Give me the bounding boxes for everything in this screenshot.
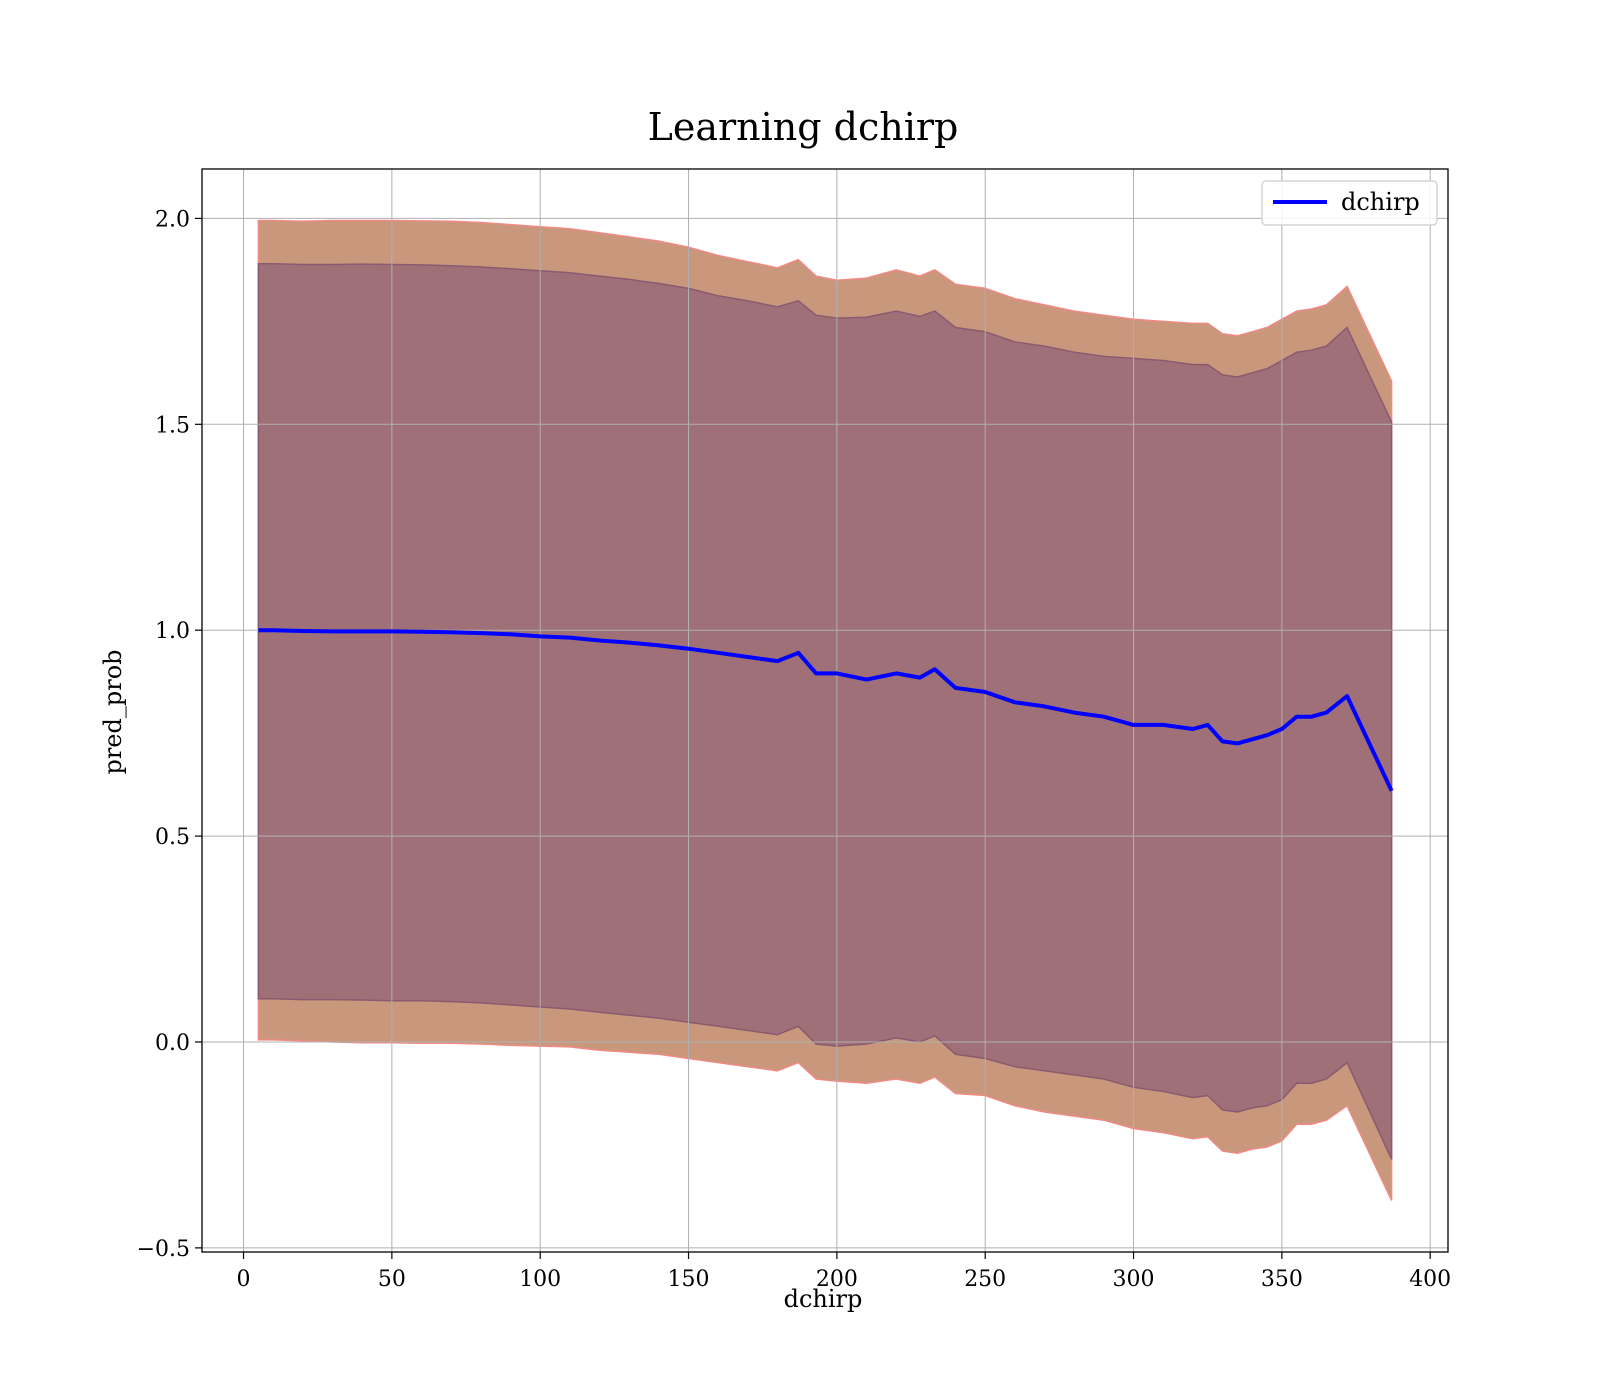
x-tick-label: 200 bbox=[816, 1267, 858, 1292]
x-tick-label: 100 bbox=[519, 1267, 561, 1292]
y-tick-label: 1.5 bbox=[155, 413, 190, 438]
x-tick-label: 150 bbox=[668, 1267, 710, 1292]
x-tick-label: 400 bbox=[1409, 1267, 1451, 1292]
y-tick-label: 2.0 bbox=[155, 207, 190, 232]
y-axis-label: pred_prob bbox=[99, 649, 127, 774]
x-tick-label: 300 bbox=[1113, 1267, 1155, 1292]
y-tick-label: 1.0 bbox=[155, 619, 190, 644]
legend: dchirp bbox=[1261, 180, 1438, 226]
x-tick-label: 350 bbox=[1261, 1267, 1303, 1292]
x-axis-label: dchirp bbox=[784, 1285, 863, 1313]
y-tick-label: 0.0 bbox=[155, 1031, 190, 1056]
x-tick-label: 0 bbox=[237, 1267, 251, 1292]
band-inner bbox=[257, 262, 1393, 1160]
y-tick-label: 0.5 bbox=[155, 825, 190, 850]
series-line-dchirp bbox=[258, 628, 1394, 792]
axes-frame bbox=[201, 168, 1449, 1253]
y-tick-label: −0.5 bbox=[137, 1237, 190, 1262]
legend-label-dchirp: dchirp bbox=[1341, 188, 1420, 216]
x-tick-label: 50 bbox=[378, 1267, 406, 1292]
plot-area: 0 50 100 150 200 250 300 350 400 −0.5 0.0 0.5 1.0 1.5… bbox=[137, 168, 1451, 1292]
chart-title: Learning dchirp bbox=[648, 105, 959, 149]
legend-box bbox=[1261, 180, 1438, 226]
x-tick-label: 250 bbox=[964, 1267, 1006, 1292]
